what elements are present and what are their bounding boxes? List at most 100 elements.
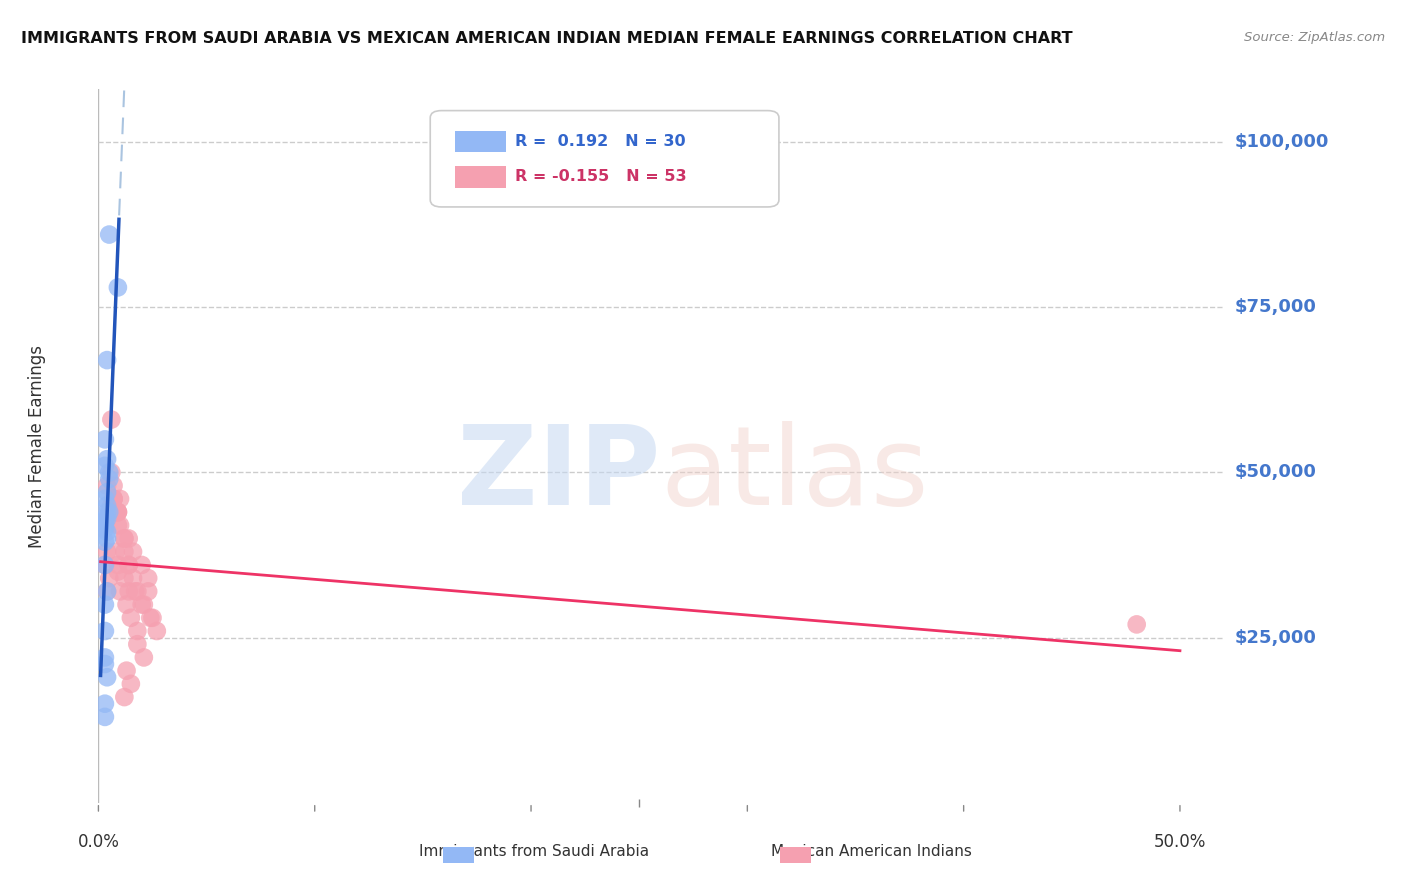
Text: $25,000: $25,000 (1234, 629, 1316, 647)
Point (108, 584, 131, 599)
Text: $75,000: $75,000 (1234, 298, 1316, 317)
Point (96, 524, 118, 539)
Point (94, 433, 117, 447)
Point (104, 505, 127, 519)
Point (139, 611, 162, 625)
Point (120, 677, 142, 691)
Point (107, 505, 129, 519)
Text: IMMIGRANTS FROM SAUDI ARABIA VS MEXICAN AMERICAN INDIAN MEDIAN FEMALE EARNINGS C: IMMIGRANTS FROM SAUDI ARABIA VS MEXICAN … (21, 31, 1073, 46)
Point (98, 227, 121, 242)
Point (131, 598, 153, 612)
Point (115, 598, 138, 612)
Point (96, 584, 118, 599)
Point (136, 584, 159, 599)
Point (107, 505, 129, 519)
Text: $50,000: $50,000 (1234, 464, 1316, 482)
Point (96, 485, 118, 500)
Point (132, 598, 155, 612)
Point (146, 624, 169, 638)
Point (122, 545, 145, 559)
Point (94, 657, 117, 671)
Point (107, 518, 129, 533)
Point (96, 499, 118, 513)
FancyBboxPatch shape (430, 111, 779, 207)
Point (107, 280, 129, 294)
Point (132, 650, 155, 665)
Text: Mexican American Indians: Mexican American Indians (772, 845, 972, 859)
Point (112, 545, 135, 559)
Point (103, 491, 125, 506)
Point (98, 571, 121, 585)
Point (112, 532, 135, 546)
Point (115, 664, 138, 678)
Point (94, 598, 117, 612)
Point (94, 515, 117, 529)
Point (118, 584, 141, 599)
Point (96, 670, 118, 684)
Point (1125, 617, 1147, 632)
Text: R =  0.192   N = 30: R = 0.192 N = 30 (515, 134, 685, 149)
Point (127, 584, 149, 599)
Text: atlas: atlas (661, 421, 929, 528)
Point (94, 710, 117, 724)
Point (94, 518, 117, 533)
Point (96, 511, 118, 525)
Point (94, 491, 117, 506)
Point (94, 624, 117, 638)
Point (118, 558, 141, 572)
Point (120, 611, 142, 625)
Point (100, 466, 122, 480)
Point (94, 534, 117, 549)
Point (141, 611, 163, 625)
Point (103, 491, 125, 506)
Point (107, 558, 129, 572)
Point (96, 505, 118, 519)
Point (103, 478, 125, 492)
Point (104, 545, 127, 559)
Point (118, 558, 141, 572)
Text: R = -0.155   N = 53: R = -0.155 N = 53 (515, 169, 686, 185)
Point (103, 491, 125, 506)
Point (96, 478, 118, 492)
Point (112, 532, 135, 546)
Point (136, 571, 159, 585)
Bar (456, 130, 506, 152)
Point (103, 505, 125, 519)
Point (96, 532, 118, 546)
Text: ZIP: ZIP (457, 421, 661, 528)
Point (94, 511, 117, 525)
Point (112, 690, 135, 704)
Point (124, 584, 146, 599)
Point (98, 505, 121, 519)
Text: $100,000: $100,000 (1234, 133, 1329, 151)
Point (94, 650, 117, 665)
Point (107, 505, 129, 519)
Text: 0.0%: 0.0% (77, 833, 120, 851)
Point (108, 491, 131, 506)
Text: Median Female Earnings: Median Female Earnings (28, 344, 45, 548)
Point (94, 458, 117, 473)
Point (98, 472, 121, 486)
Point (108, 518, 131, 533)
Point (96, 452, 118, 467)
Point (94, 558, 117, 572)
Bar (456, 166, 506, 187)
Point (127, 624, 149, 638)
Point (112, 571, 135, 585)
Point (100, 499, 122, 513)
Point (96, 353, 118, 368)
Point (96, 545, 118, 559)
Text: Source: ZipAtlas.com: Source: ZipAtlas.com (1244, 31, 1385, 45)
Point (96, 584, 118, 599)
Point (100, 412, 122, 426)
Point (127, 637, 149, 651)
Point (122, 571, 145, 585)
Text: Immigrants from Saudi Arabia: Immigrants from Saudi Arabia (419, 845, 650, 859)
Point (118, 532, 141, 546)
Point (94, 522, 117, 536)
Point (107, 565, 129, 579)
Text: 50.0%: 50.0% (1154, 833, 1206, 851)
Point (94, 558, 117, 572)
Point (98, 466, 121, 480)
Point (131, 558, 153, 572)
